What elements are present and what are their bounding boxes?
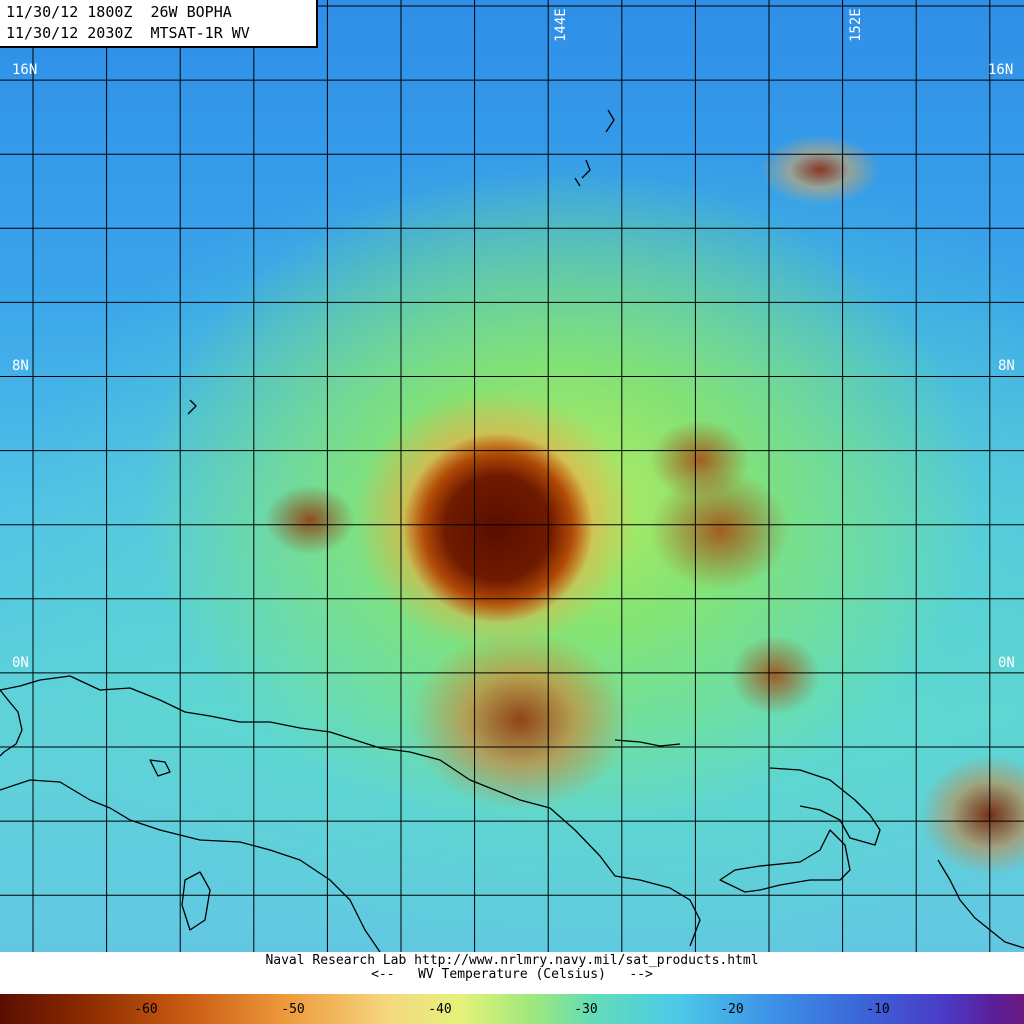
new-guinea-coastline [0,675,701,947]
new-guinea-south-coast [0,779,381,952]
credit-text: Naval Research Lab http://www.nrlmry.nav… [265,953,759,968]
footer-credit: Naval Research Lab http://www.nrlmry.nav… [0,954,1024,982]
coastlines [0,109,1024,952]
small-island-c [187,399,197,415]
product-info-box: 11/30/12 1800Z 26W BOPHA 11/30/12 2030Z … [0,0,318,48]
scale-title: <-- WV Temperature (Celsius) --> [371,967,653,982]
lat-label-0n-left: 0N [12,655,29,671]
temperature-colorbar: -60 -50 -40 -30 -20 -10 [0,994,1024,1024]
lat-label-16n-left: 16N [12,62,38,78]
new-britain [769,767,881,846]
lat-label-16n-right: 16N [988,62,1014,78]
mariana-islands [574,109,615,187]
solomon-islands [937,859,1024,949]
small-island-b [149,759,171,777]
colorbar-tick: -20 [720,1002,744,1017]
lat-label-8n-right: 8N [998,358,1015,374]
lat-label-8n-left: 8N [12,358,29,374]
colorbar-tick: -30 [574,1002,598,1017]
bird-head-peninsula [0,689,23,757]
colorbar-tick: -50 [281,1002,305,1017]
lon-label-144e: 144E [553,8,569,42]
image-time-line: 11/30/12 2030Z MTSAT-1R WV [6,24,250,42]
water-vapor-satellite-image [0,0,1024,952]
lon-label-152e: 152E [848,8,864,42]
admiralty-islands [614,739,681,747]
lat-label-0n-right: 0N [998,655,1015,671]
colorbar-tick: -60 [134,1002,158,1017]
storm-time-line: 11/30/12 1800Z 26W BOPHA [6,3,232,21]
map-overlay [0,0,1024,952]
new-ireland [719,829,851,893]
small-island-a [181,871,211,931]
colorbar-tick: -10 [866,1002,890,1017]
lat-lon-grid [0,0,1024,952]
colorbar-tick: -40 [428,1002,452,1017]
